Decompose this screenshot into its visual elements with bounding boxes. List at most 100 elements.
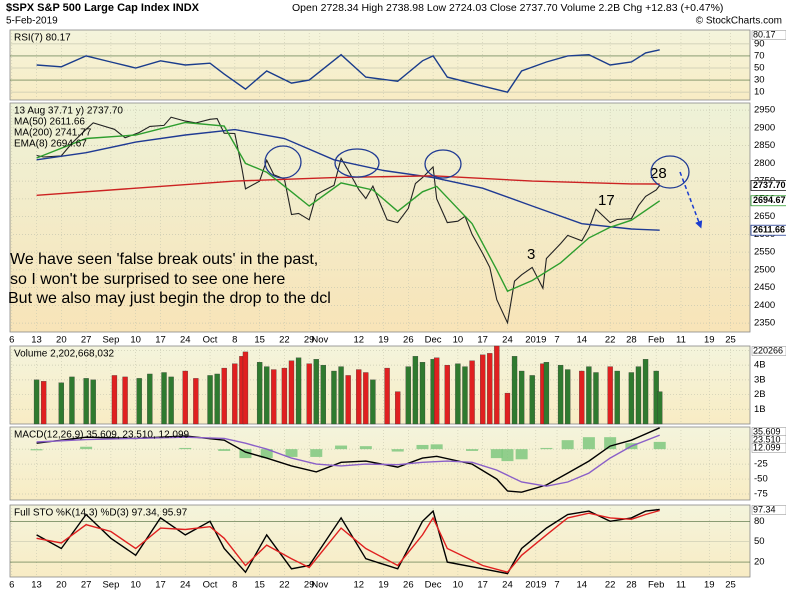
- x-tick-label: Oct: [203, 580, 218, 591]
- x-tick-label: 11: [676, 580, 686, 591]
- volume-bar: [168, 376, 174, 425]
- volume-bar: [504, 392, 511, 425]
- volume-bar: [557, 364, 564, 425]
- annotation: 17: [598, 192, 615, 209]
- histogram-bar: [80, 446, 93, 450]
- volume-bar: [356, 369, 362, 425]
- x-tick-label: 13: [31, 335, 42, 346]
- x-tick-label: 19: [378, 335, 389, 346]
- histogram-bar: [604, 437, 617, 450]
- histogram-bar: [179, 447, 192, 450]
- volume-bar: [313, 359, 319, 425]
- date: 5-Feb-2019: [6, 16, 58, 27]
- price-tag-box: [750, 180, 786, 191]
- x-tick-label: 26: [403, 580, 414, 591]
- last-value-box: [751, 505, 786, 515]
- price-tag: 2694.67: [753, 195, 786, 205]
- y-tick-label: 2350: [754, 318, 775, 329]
- legend-entry: EMA(8) 2694.67: [14, 139, 87, 150]
- volume-bar: [214, 373, 220, 425]
- volume-bar: [412, 356, 419, 425]
- x-tick-label: 11: [676, 335, 686, 346]
- y-tick-label: 3B: [754, 374, 766, 385]
- volume-bar: [182, 370, 188, 425]
- volume-bar: [147, 373, 153, 425]
- volume-bar: [494, 345, 500, 425]
- y-tick-label: 2850: [754, 140, 775, 151]
- x-tick-label: 13: [31, 580, 42, 591]
- volume-bar: [271, 369, 277, 425]
- x-tick-label: 17: [477, 580, 488, 591]
- y-tick-label: 20: [754, 557, 765, 568]
- credit: © StockCharts.com: [696, 16, 782, 27]
- histogram-bar: [501, 449, 514, 462]
- highlight-ellipse: [424, 149, 462, 179]
- volume-bar: [586, 366, 592, 425]
- x-tick-label: 10: [130, 335, 141, 346]
- x-tick-label: Sep: [102, 335, 119, 346]
- x-tick-label: 27: [81, 580, 92, 591]
- volume-bar: [306, 363, 312, 425]
- quote: Open 2728.34 High 2738.98 Low 2724.03 Cl…: [292, 2, 723, 14]
- volume-bar: [455, 363, 461, 425]
- histogram-bar: [335, 445, 348, 450]
- annotation: so I won't be surprised to see one here: [10, 271, 285, 288]
- price-tag: 2737.70: [753, 180, 786, 190]
- symbol-title: $SPX S&P 500 Large Cap Index INDX: [6, 2, 200, 14]
- x-tick-label: 26: [403, 335, 414, 346]
- highlight-ellipse: [264, 145, 302, 179]
- indicator-line: [36, 509, 660, 573]
- volume-bar: [434, 357, 440, 425]
- histogram-bar: [30, 449, 43, 451]
- x-tick-label: Dec: [425, 335, 442, 346]
- x-tick-label: 22: [605, 580, 616, 591]
- x-tick-label: 17: [155, 335, 166, 346]
- volume-bar: [469, 360, 475, 425]
- volume-bar: [256, 362, 263, 425]
- x-tick-label: 15: [254, 580, 265, 591]
- volume-bar: [384, 367, 390, 425]
- legend-entry: MA(200) 2741.77: [14, 128, 92, 139]
- histogram-bar: [490, 449, 503, 459]
- volume-bar: [395, 391, 401, 425]
- volume-bar: [207, 375, 213, 425]
- volume-bar: [320, 364, 326, 425]
- histogram-bar: [285, 449, 298, 457]
- panel-title: Volume 2,202,668,032: [14, 349, 115, 360]
- volume-bar: [232, 363, 238, 425]
- x-tick-label: 22: [605, 335, 616, 346]
- y-tick-label: -25: [754, 459, 768, 470]
- volume-bar: [281, 367, 288, 425]
- price-line: [36, 116, 661, 325]
- last-value-label: 35.609: [753, 426, 781, 436]
- indicator-line: [36, 508, 660, 575]
- y-tick-label: -75: [754, 489, 768, 500]
- y-tick-label: 90: [754, 38, 765, 49]
- indicator-line: [36, 175, 660, 196]
- x-tick-label: 17: [155, 580, 166, 591]
- y-tick-label: 2500: [754, 264, 775, 275]
- histogram-bar: [515, 449, 528, 460]
- volume-bar: [419, 362, 426, 425]
- volume-bar: [288, 360, 295, 425]
- y-tick-label: 2900: [754, 122, 775, 133]
- x-tick-label: 10: [453, 580, 464, 591]
- volume-bar: [487, 353, 493, 425]
- panel-background: [9, 345, 751, 425]
- x-tick-label: 15: [254, 335, 265, 346]
- volume-bar: [444, 364, 450, 425]
- volume-bar: [90, 379, 96, 425]
- highlight-ellipse: [650, 155, 690, 189]
- volume-bar: [518, 370, 525, 425]
- x-tick-label: 29: [304, 335, 315, 346]
- y-tick-label: 50: [754, 63, 765, 74]
- x-tick-label: 19: [378, 580, 389, 591]
- x-tick-label: 2019: [525, 335, 546, 346]
- volume-bar: [111, 375, 118, 425]
- annotation: We have seen 'false break outs' in the p…: [10, 251, 318, 268]
- x-tick-label: 22: [279, 335, 290, 346]
- x-tick-label: Feb: [648, 335, 664, 346]
- volume-bar: [69, 376, 75, 425]
